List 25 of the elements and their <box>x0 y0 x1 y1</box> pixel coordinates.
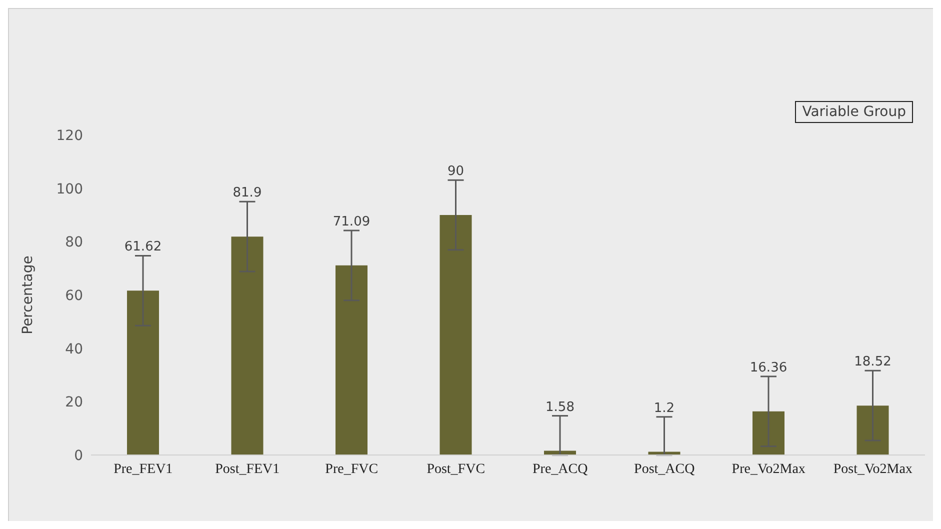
y-tick-label: 20 <box>65 394 83 411</box>
legend-title: Variable Group <box>795 101 913 123</box>
x-tick-label: Pre_FVC <box>325 462 378 477</box>
y-tick-label: 0 <box>74 448 83 464</box>
data-label: 1.58 <box>546 400 574 415</box>
data-label: 16.36 <box>750 360 788 376</box>
y-axis-title: Percentage <box>20 256 36 334</box>
data-label: 71.09 <box>332 214 370 230</box>
y-tick-label: 80 <box>65 234 83 251</box>
data-label: 18.52 <box>854 354 892 370</box>
data-label: 61.62 <box>124 240 162 255</box>
x-tick-label: Post_Vo2Max <box>833 462 912 477</box>
x-tick-label: Post_FVC <box>426 462 486 477</box>
x-tick-label: Post_ACQ <box>634 462 695 477</box>
x-tick-label: Pre_FEV1 <box>114 462 173 477</box>
y-tick-label: 60 <box>65 288 83 304</box>
y-tick-label: 100 <box>56 181 83 198</box>
data-label: 1.2 <box>654 400 675 416</box>
data-label: 90 <box>447 164 464 180</box>
y-tick-label: 40 <box>65 341 83 358</box>
y-tick-label: 120 <box>56 128 83 144</box>
x-tick-label: Post_FEV1 <box>215 462 280 477</box>
x-tick-label: Pre_ACQ <box>532 462 588 477</box>
data-label: 81.9 <box>232 186 262 201</box>
x-tick-label: Pre_Vo2Max <box>732 462 806 477</box>
